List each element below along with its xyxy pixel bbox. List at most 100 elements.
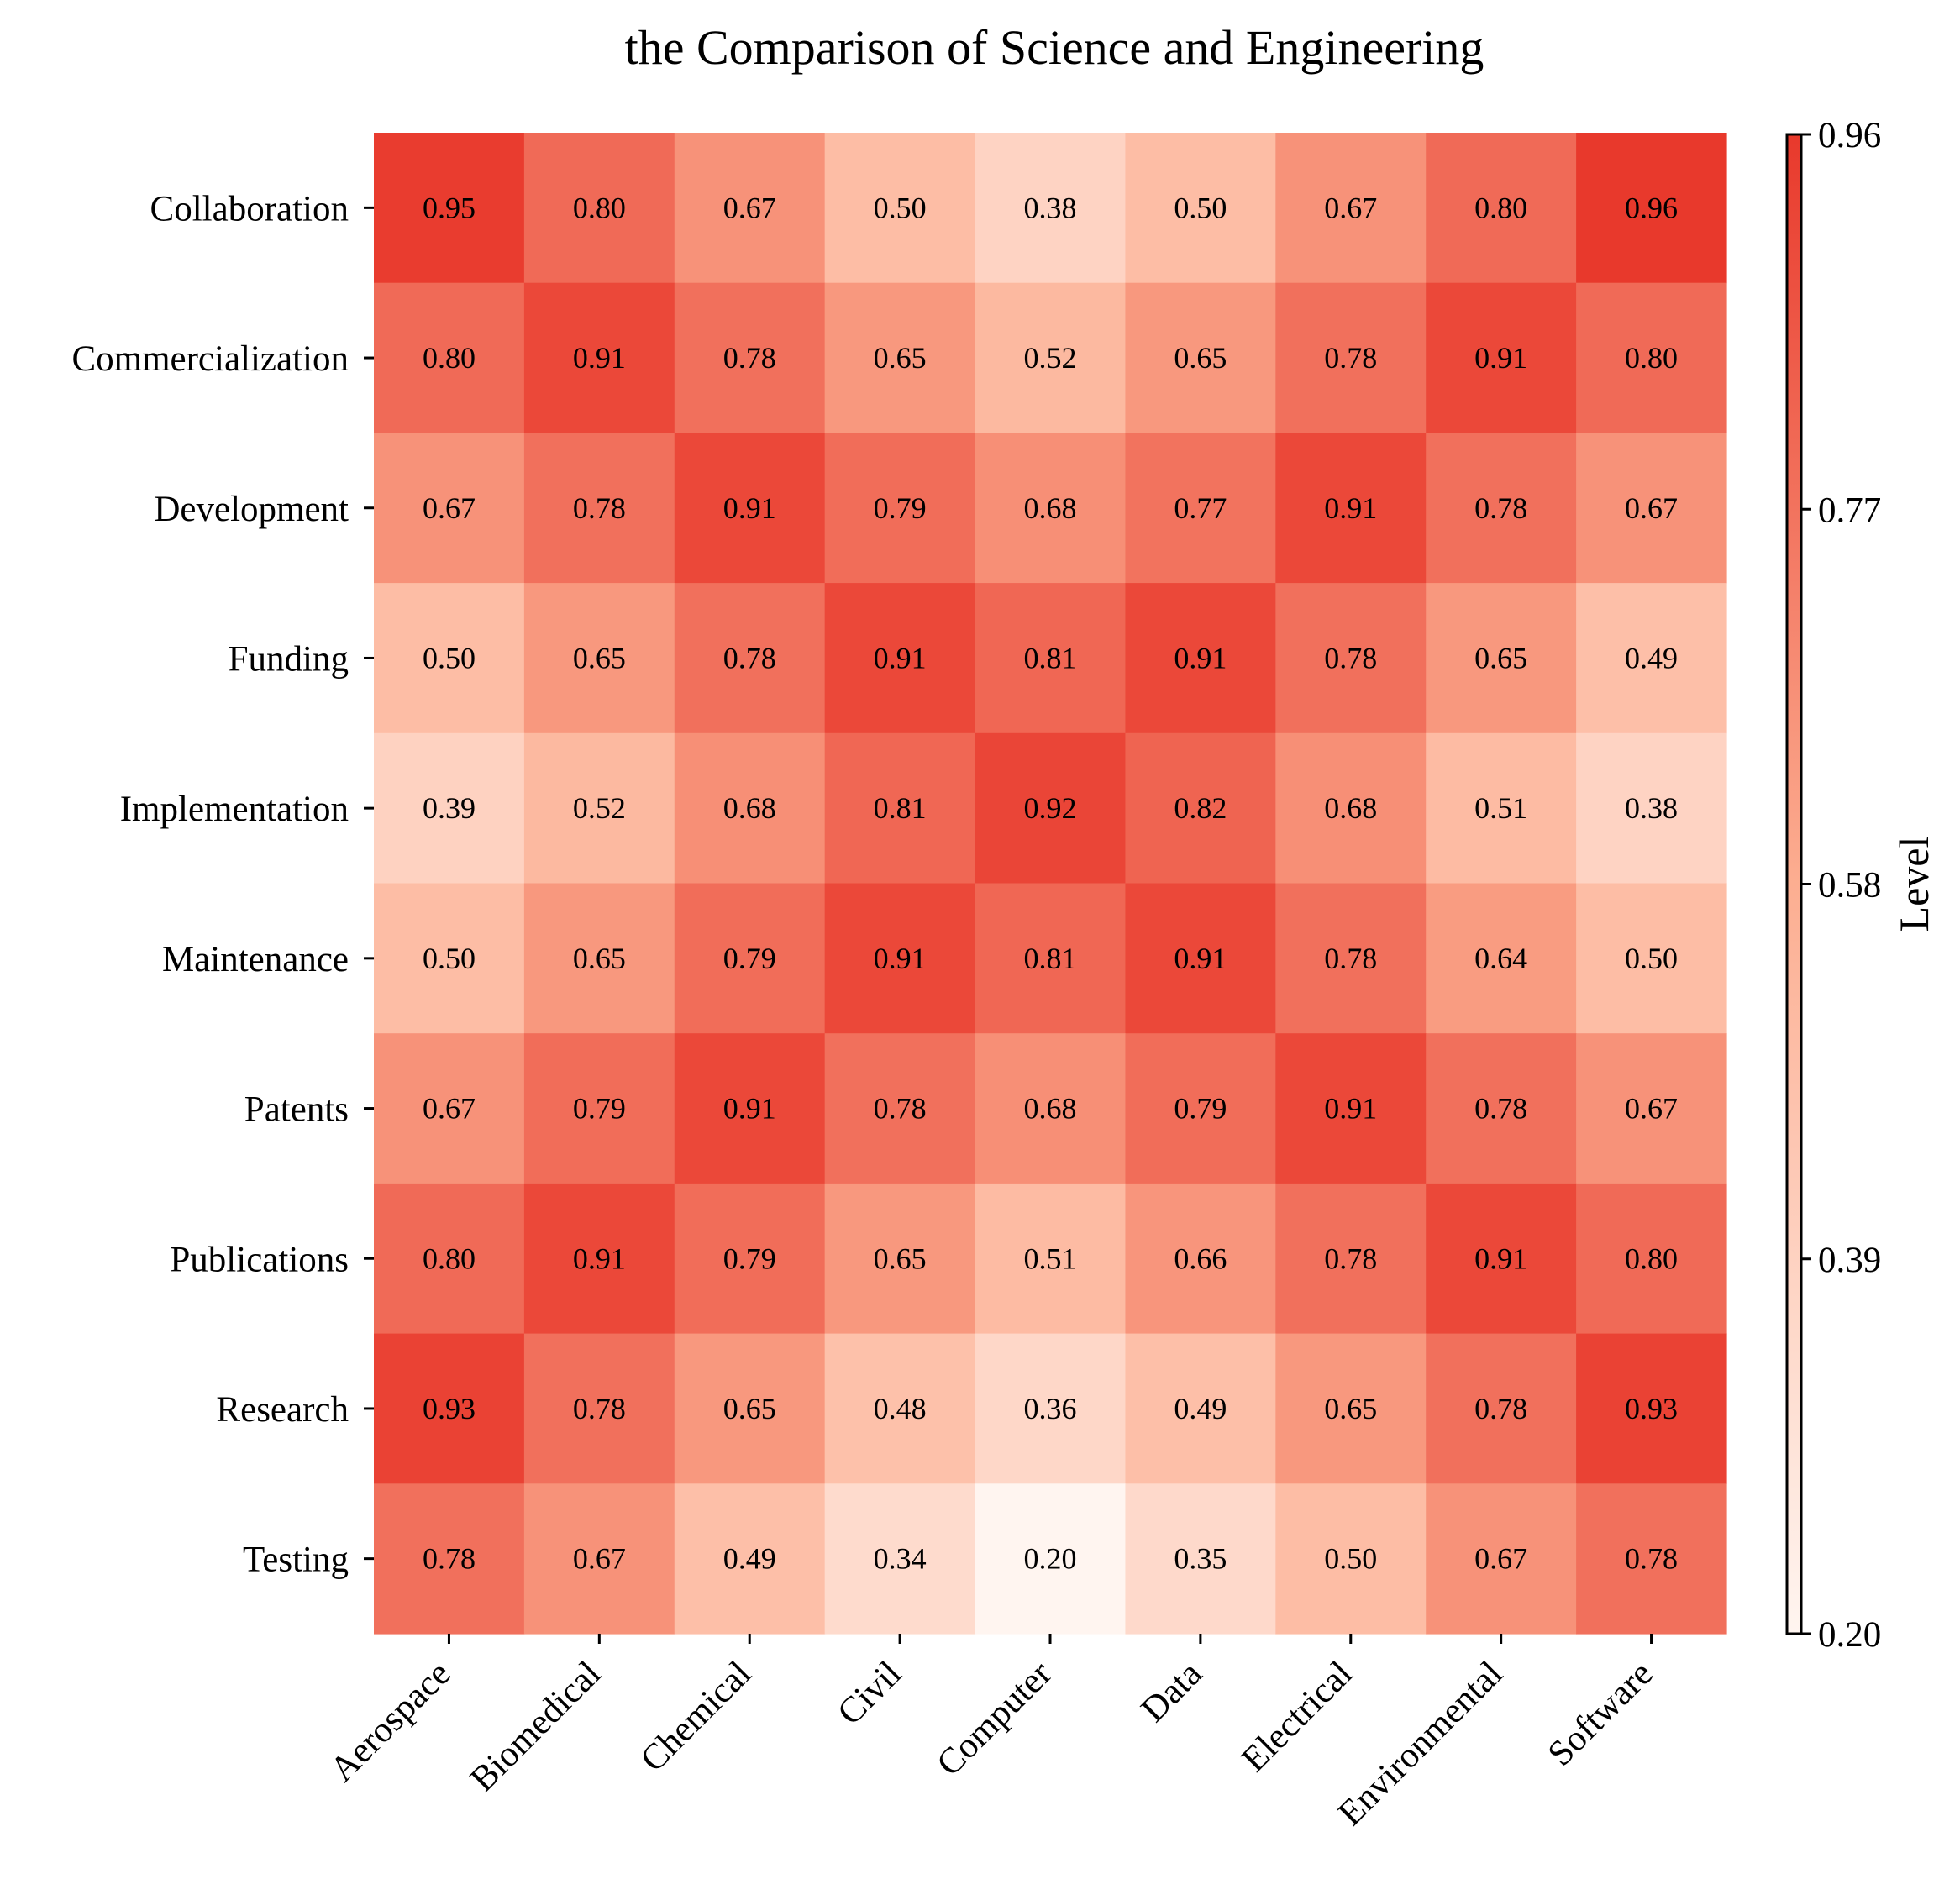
heatmap-cell xyxy=(824,732,976,884)
cell-value-label: 0.67 xyxy=(423,1092,476,1126)
cell-value-label: 0.65 xyxy=(874,1241,927,1275)
heatmap-cell xyxy=(1275,282,1427,433)
heatmap-cell xyxy=(523,1183,675,1335)
y-tick-label: Collaboration xyxy=(150,189,349,228)
cell-value-label: 0.91 xyxy=(723,1092,776,1126)
cell-value-label: 0.80 xyxy=(573,191,626,224)
cell-value-label: 0.79 xyxy=(723,942,776,975)
cell-value-label: 0.50 xyxy=(423,641,476,674)
y-tick-label: Patents xyxy=(244,1090,349,1130)
cell-value-label: 0.65 xyxy=(573,942,626,975)
heatmap-cell xyxy=(1426,433,1577,584)
heatmap-cell xyxy=(1125,282,1276,433)
cell-value-label: 0.91 xyxy=(1324,491,1377,525)
heatmap-cell xyxy=(1576,433,1727,584)
cell-value-label: 0.67 xyxy=(423,491,476,525)
cell-value-label: 0.91 xyxy=(1174,942,1227,975)
cell-value-label: 0.91 xyxy=(874,641,927,674)
y-tick-label: Maintenance xyxy=(162,940,349,979)
heatmap-cell xyxy=(374,282,525,433)
heatmap-cell xyxy=(374,1333,525,1484)
cell-value-label: 0.39 xyxy=(423,791,476,825)
cell-value-label: 0.80 xyxy=(1474,191,1527,224)
heatmap-cell xyxy=(1576,1183,1727,1335)
heatmap-cell xyxy=(674,433,826,584)
cell-value-label: 0.91 xyxy=(1324,1092,1377,1126)
heatmap-cell xyxy=(975,133,1127,284)
cell-value-label: 0.80 xyxy=(423,341,476,375)
heatmap-cell xyxy=(523,1033,675,1184)
heatmap-cell xyxy=(975,732,1127,884)
cell-value-label: 0.50 xyxy=(1324,1542,1377,1576)
heatmap-cell xyxy=(1275,1033,1427,1184)
heatmap-cell xyxy=(975,1183,1127,1335)
cell-value-label: 0.81 xyxy=(1024,942,1077,975)
colorbar-tick-label: 0.58 xyxy=(1818,866,1881,905)
colorbar-tick-label: 0.77 xyxy=(1818,491,1881,530)
cell-value-label: 0.50 xyxy=(1625,942,1678,975)
heatmap-cell xyxy=(374,1483,525,1635)
cell-value-label: 0.80 xyxy=(1625,341,1678,375)
cell-value-label: 0.80 xyxy=(423,1241,476,1275)
heatmap-cell xyxy=(1275,583,1427,734)
cell-value-label: 0.81 xyxy=(874,791,927,825)
heatmap-cell xyxy=(374,433,525,584)
heatmap-cell xyxy=(975,883,1127,1034)
heatmap-cell xyxy=(1426,133,1577,284)
heatmap-cell xyxy=(975,1333,1127,1484)
y-tick-label: Implementation xyxy=(120,790,349,829)
cell-value-label: 0.93 xyxy=(423,1392,476,1425)
cell-value-label: 0.67 xyxy=(723,191,776,224)
y-tick-label: Research xyxy=(216,1390,349,1430)
cell-value-label: 0.65 xyxy=(723,1392,776,1425)
heatmap-cell xyxy=(824,1483,976,1635)
cell-value-label: 0.68 xyxy=(1024,1092,1077,1126)
cell-value-label: 0.48 xyxy=(874,1392,927,1425)
heatmap-cell xyxy=(1125,133,1276,284)
cell-value-label: 0.78 xyxy=(1324,641,1377,674)
cell-value-label: 0.78 xyxy=(573,1392,626,1425)
colorbar-tick-label: 0.20 xyxy=(1818,1615,1881,1655)
y-tick-label: Publications xyxy=(170,1240,349,1279)
heatmap-cell xyxy=(374,1183,525,1335)
heatmap-cell xyxy=(824,1183,976,1335)
cell-value-label: 0.82 xyxy=(1174,791,1227,825)
cell-value-label: 0.91 xyxy=(874,942,927,975)
heatmap-cell xyxy=(374,1033,525,1184)
heatmap-cell xyxy=(1426,1183,1577,1335)
cell-value-label: 0.64 xyxy=(1474,942,1527,975)
heatmap-cell xyxy=(1426,883,1577,1034)
heatmap-cell xyxy=(1275,1483,1427,1635)
heatmap-cell xyxy=(824,1033,976,1184)
colorbar-tick-label: 0.39 xyxy=(1818,1241,1881,1280)
cell-value-label: 0.36 xyxy=(1024,1392,1077,1425)
cell-value-label: 0.81 xyxy=(1024,641,1077,674)
heatmap-cell xyxy=(1125,1333,1276,1484)
cell-value-label: 0.91 xyxy=(1174,641,1227,674)
cell-value-label: 0.93 xyxy=(1625,1392,1678,1425)
cell-value-label: 0.77 xyxy=(1174,491,1227,525)
cell-value-label: 0.34 xyxy=(874,1542,927,1576)
cell-value-label: 0.78 xyxy=(573,491,626,525)
cell-value-label: 0.78 xyxy=(423,1542,476,1576)
colorbar-gradient xyxy=(1785,133,1803,1635)
heatmap-cell xyxy=(1426,732,1577,884)
x-tick-label: Aerospace xyxy=(323,1654,459,1790)
heatmap-cell xyxy=(1125,1033,1276,1184)
heatmap-cell xyxy=(824,883,976,1034)
cell-value-label: 0.67 xyxy=(1625,1092,1678,1126)
x-tick-label: Biomedical xyxy=(463,1654,608,1799)
heatmap-cell xyxy=(523,1333,675,1484)
heatmap-cell xyxy=(824,433,976,584)
heatmap-cell xyxy=(374,583,525,734)
heatmap-cell xyxy=(674,1033,826,1184)
heatmap-cell xyxy=(1426,583,1577,734)
cell-value-label: 0.52 xyxy=(1024,341,1077,375)
colorbar-label: Level xyxy=(1890,837,1937,932)
cell-value-label: 0.65 xyxy=(1474,641,1527,674)
cell-value-label: 0.78 xyxy=(1474,1392,1527,1425)
cell-value-label: 0.65 xyxy=(1174,341,1227,375)
heatmap-cell xyxy=(1576,1033,1727,1184)
cell-value-label: 0.49 xyxy=(1174,1392,1227,1425)
